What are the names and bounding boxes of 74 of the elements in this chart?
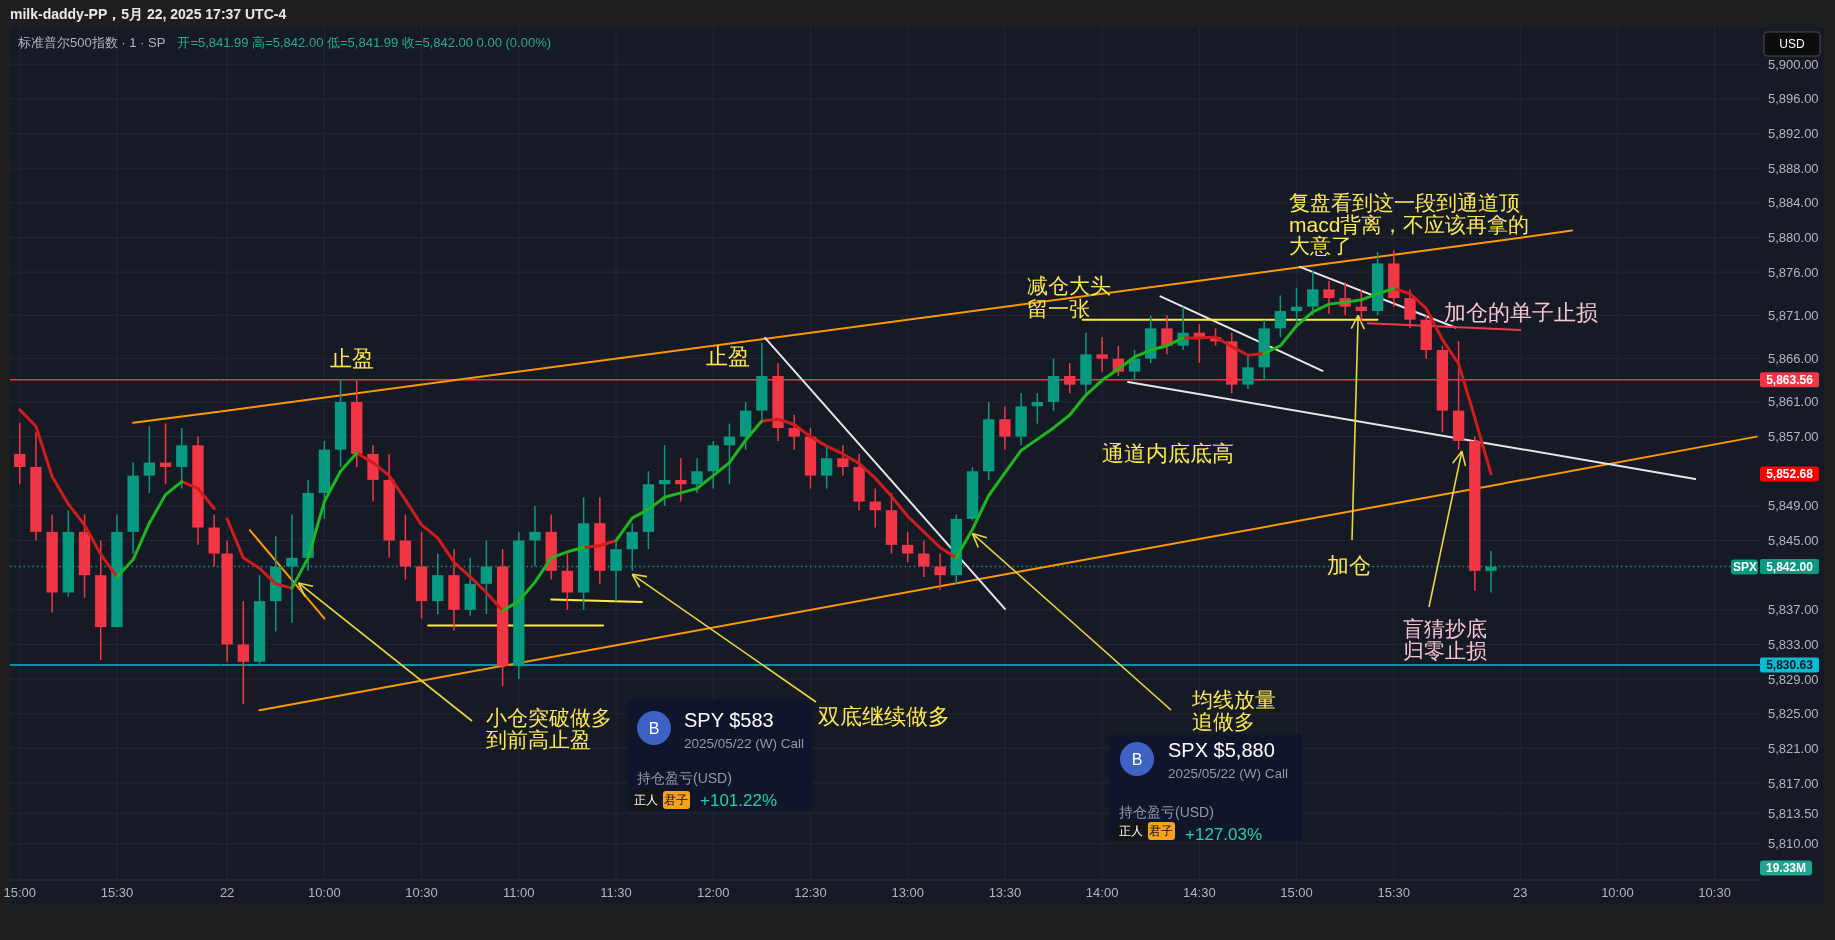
annotation: 盲猜抄底归零止损 [1403, 616, 1487, 662]
x-tick-label: 14:30 [1183, 884, 1216, 900]
x-tick-label: 10:00 [308, 884, 341, 900]
ref-line-label: 5,842.00 [1766, 559, 1814, 574]
annotation: 持仓盈亏(USD) [1119, 804, 1214, 820]
x-tick-label: 13:30 [988, 884, 1022, 900]
annotation: 开=5,841.99 高=5,842.00 低=5,841.99 收=5,842.00 0.00 (0.00%) [177, 34, 552, 50]
x-tick-label: 14:00 [1085, 884, 1119, 900]
x-tick-label: 12:30 [794, 884, 827, 900]
annotation: 止盈 [330, 345, 374, 371]
x-tick-label: 11:30 [600, 884, 632, 900]
y-tick-label: 5,871.00 [1768, 307, 1819, 323]
x-tick-label: 15:00 [3, 884, 36, 900]
annotation: SPY $583 [684, 709, 774, 731]
annotation: 君子 [664, 793, 688, 807]
y-tick-label: 5,837.00 [1768, 602, 1819, 618]
annotation: 君子 [1149, 824, 1173, 838]
annotation: 止盈 [706, 343, 750, 369]
y-tick-label: 5,880.00 [1768, 229, 1819, 245]
annotation: 正人 [1119, 824, 1143, 838]
y-tick-label: 5,900.00 [1768, 56, 1819, 72]
annotation: 小仓突破做多到前高止盈 [486, 705, 612, 751]
annotation: 加仓的单子止损 [1444, 299, 1598, 325]
annotation: 2025/05/22 (W) Call [684, 735, 805, 751]
y-tick-label: 5,884.00 [1768, 195, 1819, 211]
x-tick-label: 10:30 [1698, 884, 1731, 900]
annotation: B [1131, 750, 1143, 768]
y-tick-label: 5,888.00 [1768, 160, 1819, 176]
y-tick-label: 5,845.00 [1768, 533, 1819, 549]
y-tick-label: 5,876.00 [1768, 264, 1819, 280]
x-tick-label: 10:30 [405, 884, 438, 900]
x-tick-label: 15:30 [1377, 884, 1411, 900]
y-tick-label: 5,813.50 [1768, 805, 1819, 821]
text: 5,852.68 [1766, 467, 1814, 481]
x-tick-label: 11:00 [503, 884, 535, 900]
y-tick-label: 5,857.00 [1768, 429, 1819, 445]
y-tick-label: 5,849.00 [1768, 498, 1819, 514]
text: 标准普尔500指数 · 1 · SP [17, 34, 166, 50]
y-tick-label: 5,866.00 [1768, 351, 1819, 367]
y-tick-label: 5,817.00 [1768, 775, 1819, 791]
annotation: 通道内底底高 [1102, 440, 1234, 466]
x-tick-label: 23 [1512, 884, 1528, 900]
annotation: +101.22% [700, 790, 778, 810]
annotation: B [648, 719, 660, 737]
annotation: 复盘看到这一段到通道顶macd背离，不应该再拿的大意了 [1289, 190, 1530, 257]
x-tick-label: 22 [219, 884, 235, 900]
annotation: 减仓大头留一张 [1027, 273, 1111, 320]
y-tick-label: 5,892.00 [1768, 126, 1819, 142]
annotation: 双底继续做多 [818, 703, 950, 729]
text: 19.33M [1765, 861, 1807, 875]
text: USD [1779, 37, 1805, 51]
x-tick-label: 15:00 [1280, 884, 1313, 900]
x-tick-label: 13:00 [891, 884, 924, 900]
annotation: +127.03% [1185, 824, 1263, 844]
y-tick-label: 5,810.00 [1768, 836, 1819, 852]
annotation: SPX $5,880 [1168, 739, 1275, 761]
y-tick-label: 5,825.00 [1768, 706, 1819, 722]
y-tick-label: 5,896.00 [1768, 91, 1819, 107]
y-tick-label: 5,833.00 [1768, 636, 1819, 652]
annotation: 加仓 [1327, 552, 1371, 578]
annotation: 持仓盈亏(USD) [637, 770, 732, 786]
annotation: 2025/05/22 (W) Call [1168, 765, 1289, 781]
y-tick-label: 5,861.00 [1768, 394, 1819, 410]
annotation: 正人 [634, 793, 658, 807]
y-tick-label: 5,821.00 [1768, 740, 1819, 756]
annotation: 均线放量追做多 [1191, 687, 1276, 733]
ref-line-label: 5,863.56 [1766, 372, 1814, 387]
chart-title: milk-daddy-PP，5月 22, 2025 17:37 UTC-4 [10, 6, 287, 22]
ref-line-label: 5,830.63 [1766, 657, 1814, 672]
x-tick-label: 10:00 [1601, 884, 1634, 900]
x-tick-label: 15:30 [100, 884, 134, 900]
y-tick-label: 5,829.00 [1768, 671, 1819, 687]
annotation: SPX [1732, 560, 1758, 574]
x-tick-label: 12:00 [696, 884, 730, 900]
